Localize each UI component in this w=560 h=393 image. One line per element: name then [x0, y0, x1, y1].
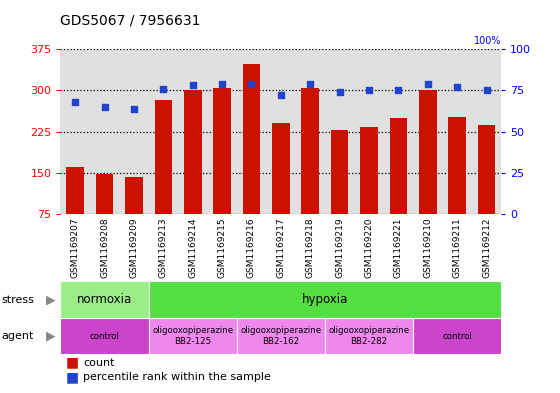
Text: GSM1169210: GSM1169210 — [423, 218, 432, 278]
Text: GSM1169217: GSM1169217 — [276, 218, 286, 278]
Text: stress: stress — [1, 295, 34, 305]
Text: normoxia: normoxia — [77, 293, 132, 306]
Bar — [148, 281, 501, 318]
Text: GSM1169221: GSM1169221 — [394, 218, 403, 278]
Bar — [96, 174, 113, 214]
Point — [482, 87, 491, 94]
Text: ■: ■ — [66, 356, 79, 370]
Text: control: control — [442, 332, 472, 340]
Point — [423, 81, 432, 87]
Point — [306, 81, 315, 87]
Bar — [148, 318, 237, 354]
Bar — [237, 318, 325, 354]
Text: GSM1169209: GSM1169209 — [129, 218, 138, 278]
Text: GDS5067 / 7956631: GDS5067 / 7956631 — [60, 14, 201, 28]
Text: ▶: ▶ — [46, 293, 56, 306]
Text: oligooxopiperazine
BB2-282: oligooxopiperazine BB2-282 — [328, 326, 409, 346]
Bar — [155, 100, 172, 214]
Text: GSM1169207: GSM1169207 — [71, 218, 80, 278]
Point — [276, 92, 285, 99]
Bar — [449, 117, 466, 214]
Bar — [390, 118, 407, 214]
Text: GSM1169220: GSM1169220 — [365, 218, 374, 278]
Point — [129, 105, 138, 112]
Point — [159, 86, 168, 92]
Bar — [213, 88, 231, 214]
Text: ▶: ▶ — [46, 329, 56, 343]
Text: GSM1169214: GSM1169214 — [188, 218, 197, 278]
Bar — [60, 281, 148, 318]
Point — [394, 87, 403, 94]
Bar — [331, 130, 348, 214]
Text: 100%: 100% — [474, 36, 501, 46]
Point — [247, 81, 256, 87]
Bar — [419, 90, 437, 214]
Bar — [478, 125, 496, 214]
Text: GSM1169215: GSM1169215 — [218, 218, 227, 278]
Point — [452, 84, 461, 90]
Bar — [66, 167, 84, 214]
Text: GSM1169212: GSM1169212 — [482, 218, 491, 278]
Text: GSM1169208: GSM1169208 — [100, 218, 109, 278]
Text: GSM1169211: GSM1169211 — [452, 218, 461, 278]
Bar — [272, 123, 290, 214]
Bar — [242, 64, 260, 214]
Text: GSM1169216: GSM1169216 — [247, 218, 256, 278]
Text: ■: ■ — [66, 370, 79, 384]
Text: count: count — [83, 358, 114, 368]
Bar — [360, 127, 378, 214]
Point — [100, 104, 109, 110]
Text: oligooxopiperazine
BB2-162: oligooxopiperazine BB2-162 — [240, 326, 321, 346]
Text: hypoxia: hypoxia — [302, 293, 348, 306]
Point — [365, 87, 374, 94]
Point — [218, 81, 227, 87]
Text: control: control — [90, 332, 119, 340]
Text: percentile rank within the sample: percentile rank within the sample — [83, 372, 270, 382]
Bar — [184, 90, 202, 214]
Text: GSM1169219: GSM1169219 — [335, 218, 344, 278]
Point — [335, 89, 344, 95]
Text: GSM1169218: GSM1169218 — [306, 218, 315, 278]
Point — [188, 82, 197, 88]
Bar — [125, 177, 143, 214]
Text: GSM1169213: GSM1169213 — [159, 218, 168, 278]
Point — [71, 99, 80, 105]
Text: agent: agent — [1, 331, 34, 341]
Bar — [301, 88, 319, 214]
Bar — [60, 318, 148, 354]
Text: oligooxopiperazine
BB2-125: oligooxopiperazine BB2-125 — [152, 326, 234, 346]
Bar — [325, 318, 413, 354]
Bar — [413, 318, 501, 354]
